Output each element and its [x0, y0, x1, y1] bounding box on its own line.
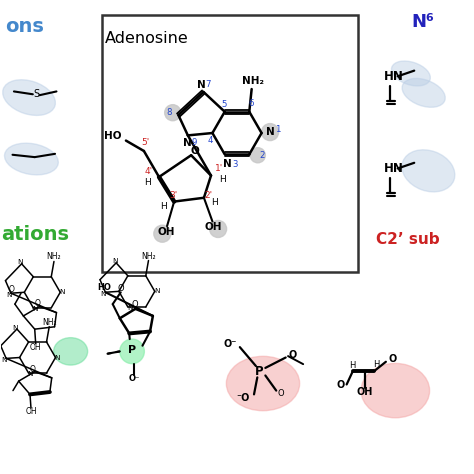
Text: O: O: [191, 146, 199, 155]
Text: 2': 2': [205, 191, 213, 200]
Text: N: N: [127, 305, 132, 311]
Text: HN: HN: [383, 70, 403, 83]
Text: P: P: [128, 346, 136, 356]
Bar: [102, 15, 357, 273]
Ellipse shape: [5, 143, 58, 175]
Text: OH: OH: [30, 343, 42, 352]
Text: H: H: [144, 178, 151, 187]
Text: O⁻: O⁻: [224, 339, 237, 349]
Text: N: N: [197, 80, 205, 90]
Text: N: N: [223, 159, 231, 169]
Text: 4: 4: [208, 136, 213, 145]
Ellipse shape: [402, 78, 445, 107]
Text: 3': 3': [169, 191, 177, 201]
Text: N: N: [1, 357, 7, 363]
Text: O: O: [336, 381, 344, 391]
Circle shape: [262, 124, 279, 141]
Text: ations: ations: [0, 225, 69, 244]
Text: 3: 3: [232, 160, 238, 169]
Text: O: O: [278, 389, 284, 398]
Text: S: S: [33, 89, 39, 99]
Text: H: H: [219, 175, 226, 184]
Text: N: N: [154, 288, 159, 294]
Ellipse shape: [3, 80, 55, 115]
Ellipse shape: [54, 337, 88, 365]
Text: 5: 5: [221, 100, 227, 109]
Text: Adenosine: Adenosine: [105, 31, 189, 46]
Text: OH: OH: [25, 407, 37, 416]
Text: O: O: [29, 365, 35, 374]
Ellipse shape: [402, 150, 455, 192]
Text: O: O: [388, 355, 396, 365]
Circle shape: [210, 220, 227, 237]
Text: N: N: [13, 325, 18, 330]
Text: HO: HO: [98, 283, 111, 292]
Text: NH₂: NH₂: [46, 253, 61, 262]
Text: OH: OH: [356, 387, 373, 397]
Text: N: N: [266, 127, 274, 137]
Text: N: N: [59, 289, 65, 295]
Text: HO: HO: [104, 131, 121, 141]
Text: 6: 6: [248, 99, 254, 108]
Text: 8: 8: [166, 108, 172, 117]
Text: 1': 1': [215, 164, 223, 173]
Text: N: N: [112, 258, 118, 264]
Text: OH: OH: [157, 227, 175, 237]
Circle shape: [120, 339, 145, 364]
Text: N: N: [32, 306, 38, 312]
Text: NH₂: NH₂: [242, 75, 264, 85]
Text: 2: 2: [260, 151, 265, 160]
Text: ons: ons: [5, 17, 44, 36]
Text: OH: OH: [205, 222, 222, 232]
Text: N: N: [6, 292, 12, 298]
Text: 4': 4': [145, 167, 153, 176]
Text: H: H: [160, 202, 166, 211]
Text: 7: 7: [205, 80, 211, 89]
Text: N: N: [18, 259, 23, 265]
Text: N⁶: N⁶: [412, 13, 435, 31]
Text: 5': 5': [141, 138, 149, 147]
Text: H: H: [373, 360, 380, 369]
Text: NH₂: NH₂: [42, 318, 56, 327]
Text: N: N: [27, 372, 33, 377]
Ellipse shape: [392, 61, 430, 86]
Text: HN: HN: [383, 162, 403, 175]
Ellipse shape: [227, 356, 300, 410]
Text: NH₂: NH₂: [141, 252, 156, 261]
Circle shape: [164, 105, 181, 121]
Text: 1: 1: [275, 125, 281, 134]
Text: N: N: [55, 355, 60, 361]
Text: 9: 9: [192, 138, 197, 147]
Text: N: N: [182, 138, 191, 148]
Ellipse shape: [361, 364, 429, 418]
Text: H: H: [211, 198, 218, 207]
Text: H: H: [349, 361, 355, 370]
Circle shape: [250, 148, 265, 163]
Text: O: O: [288, 350, 296, 360]
Circle shape: [154, 225, 171, 242]
Text: P: P: [255, 365, 264, 378]
Text: N: N: [101, 291, 106, 297]
Text: O: O: [118, 284, 124, 293]
Text: ⁻O: ⁻O: [236, 392, 249, 403]
Text: O: O: [9, 285, 15, 294]
Text: O: O: [34, 299, 40, 308]
Text: O⁻: O⁻: [129, 374, 140, 383]
Text: C2’ sub: C2’ sub: [376, 232, 440, 247]
Text: O: O: [131, 300, 138, 309]
